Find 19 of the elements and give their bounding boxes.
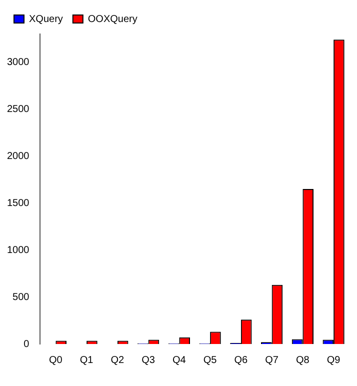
- x-tick-label: Q0: [49, 354, 63, 366]
- y-tick-label: 2500: [6, 104, 30, 115]
- x-tick-label: Q3: [142, 354, 156, 366]
- y-tick-label: 0: [24, 338, 30, 350]
- y-tick-label: 3000: [6, 56, 30, 68]
- y-tick-label: 500: [12, 292, 30, 303]
- y-tick-label: 1000: [6, 244, 30, 256]
- legend-label: XQuery: [29, 14, 63, 25]
- y-tick-label: 2000: [6, 150, 30, 162]
- y-tick-label: 1500: [6, 198, 30, 209]
- x-tick-label: Q7: [265, 354, 279, 366]
- legend-label: OOXQuery: [88, 14, 138, 25]
- x-tick-label: Q9: [326, 354, 341, 366]
- x-tick-label: Q4: [172, 354, 186, 366]
- x-tick-label: Q8: [296, 354, 310, 366]
- x-tick-label: Q5: [203, 354, 218, 366]
- x-tick-label: Q2: [110, 354, 125, 366]
- x-tick-label: Q1: [80, 354, 94, 366]
- x-tick-label: Q6: [234, 354, 248, 366]
